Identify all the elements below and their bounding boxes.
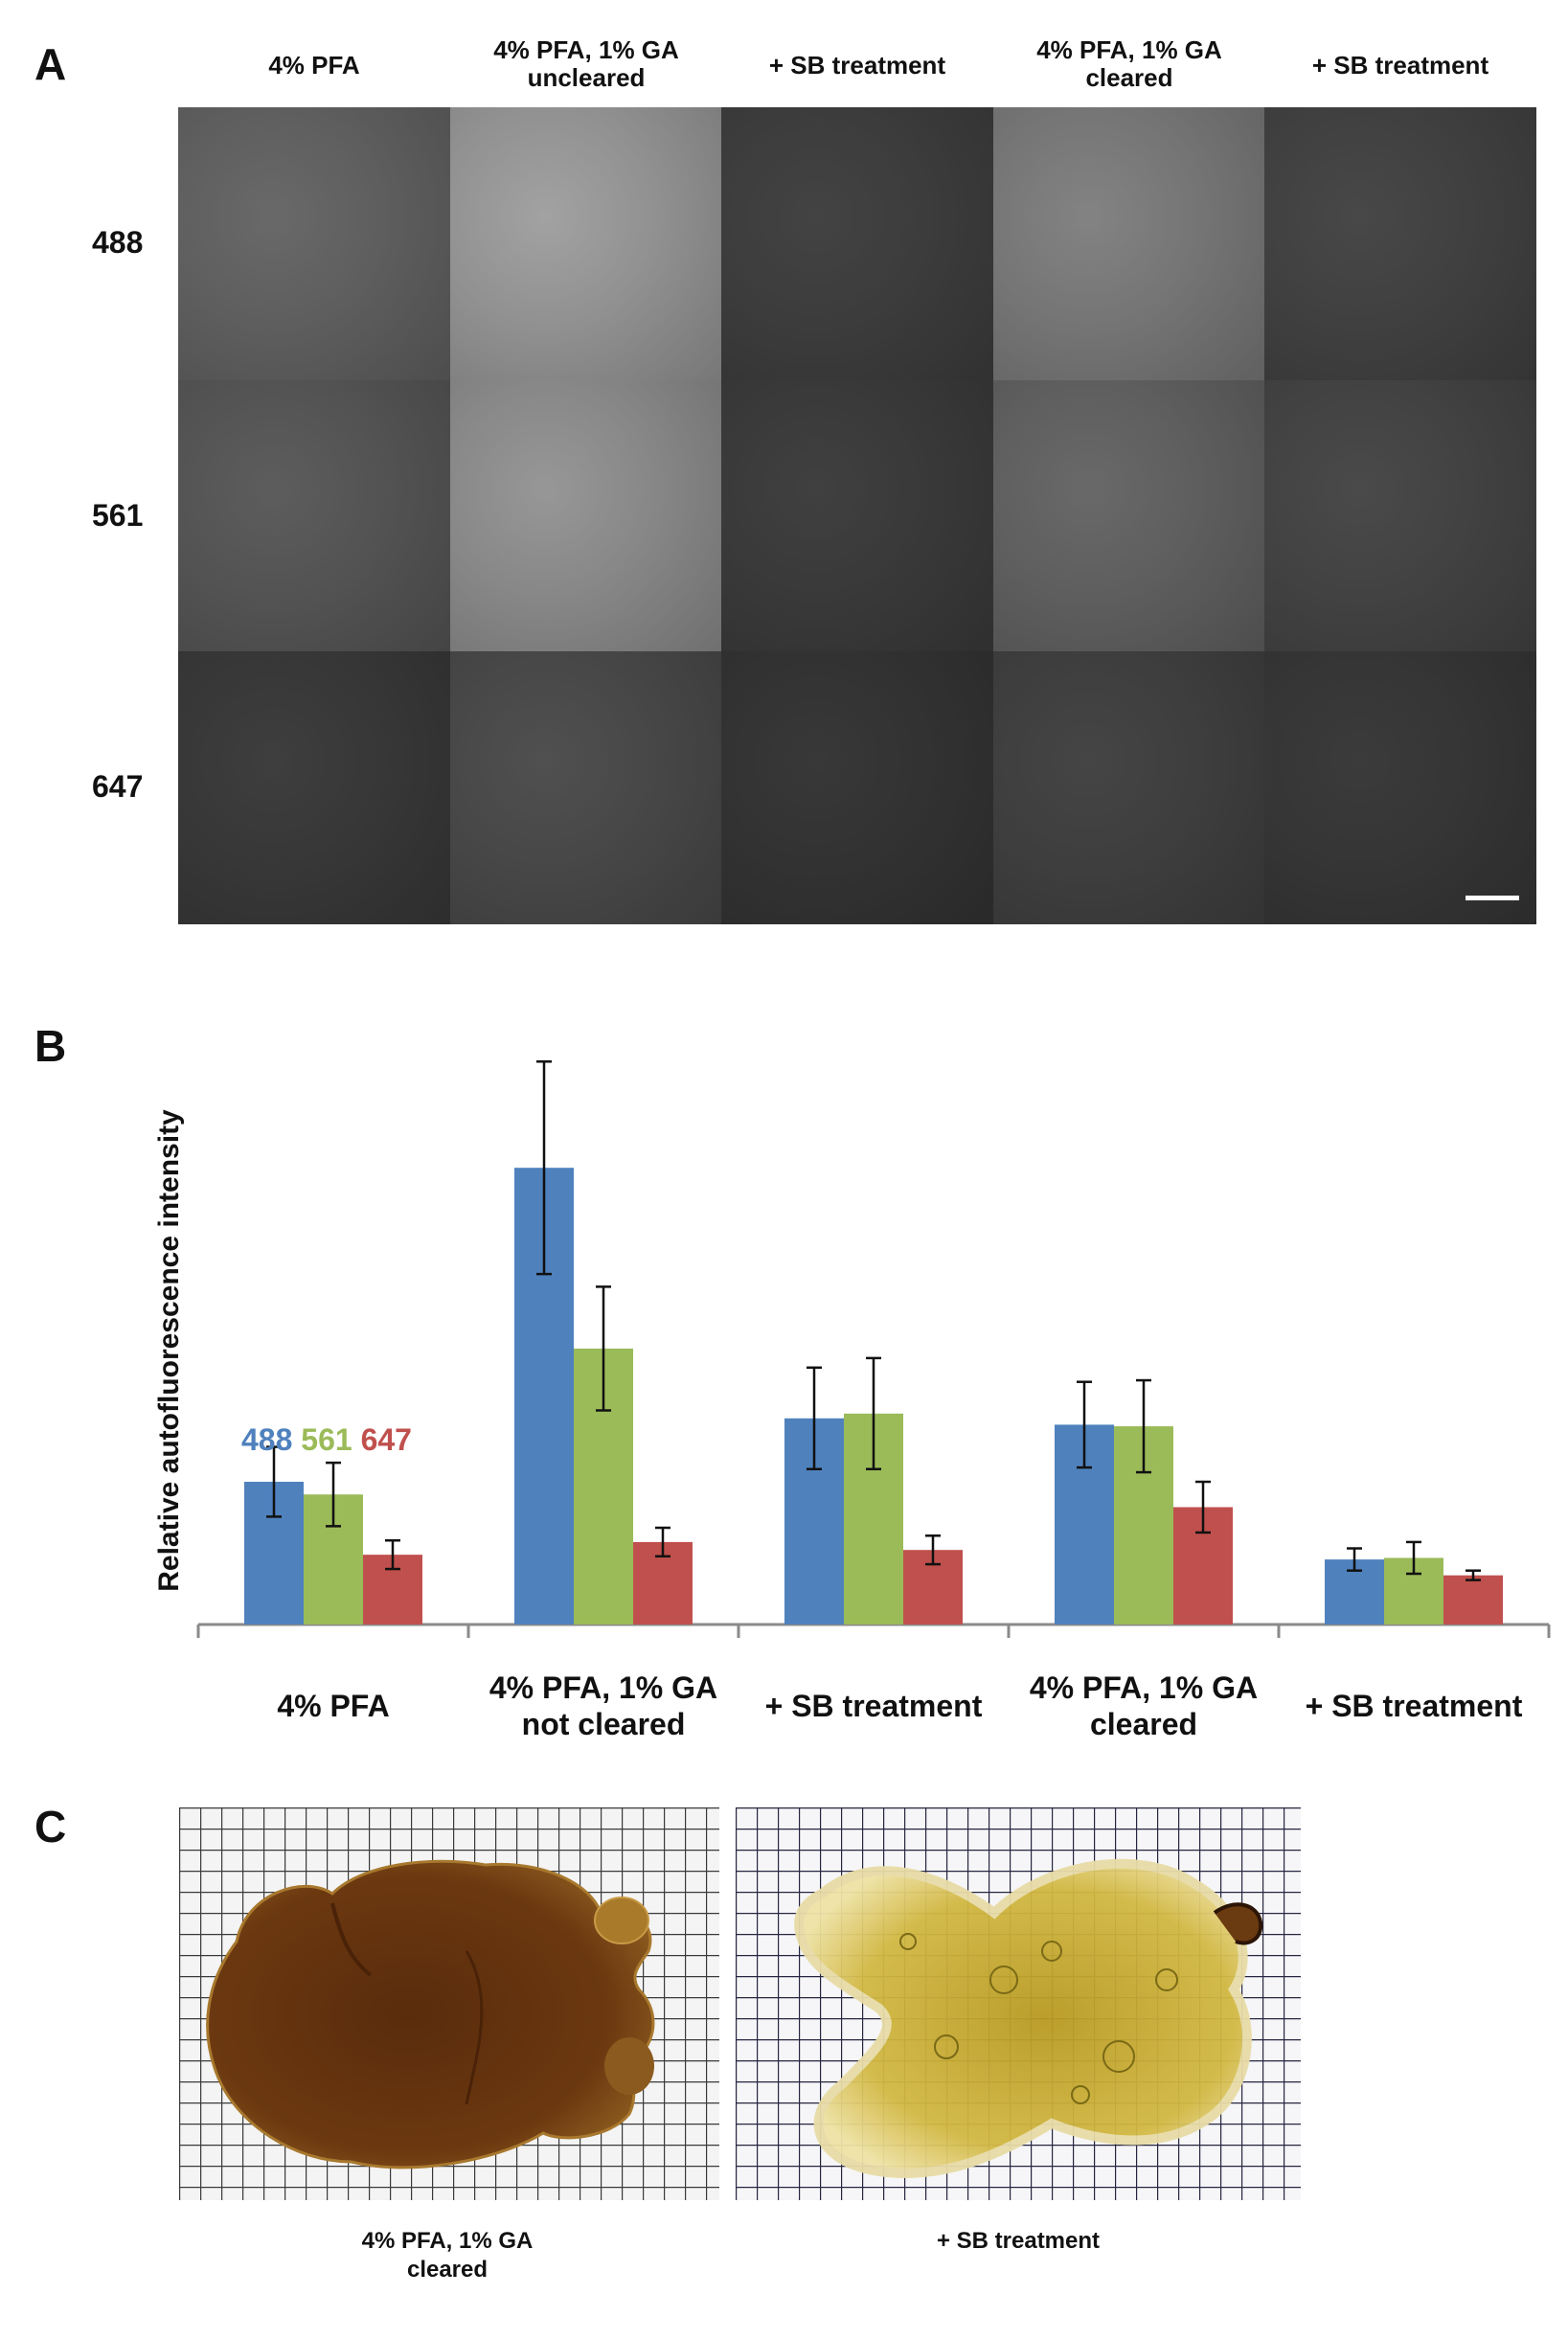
panel-a-letter: A <box>34 39 67 89</box>
micrograph-tile-488-col3 <box>721 107 993 380</box>
column-header-1: 4% PFA <box>178 52 450 80</box>
y-axis-label: Relative autofluorescence intensity <box>153 1109 185 1592</box>
micrograph-tile-561-col3 <box>721 380 993 653</box>
micrograph-tile-647-col4 <box>993 651 1265 924</box>
brain-photo-cleared <box>179 1807 719 2200</box>
column-header-line1: + SB treatment <box>768 51 946 80</box>
legend-entry-488: 488 <box>241 1422 292 1457</box>
column-header-4: 4% PFA, 1% GA cleared <box>993 36 1265 92</box>
row-label-561: 561 <box>92 497 144 533</box>
brain-photo-sb-treated <box>736 1807 1301 2200</box>
micrograph-tile-561-col1 <box>178 380 450 653</box>
legend-entry-647: 647 <box>352 1422 412 1457</box>
micrograph-tile-647-col2 <box>450 651 722 924</box>
photo-label-sb-treated-line1: + SB treatment <box>936 2228 1101 2254</box>
legend: 488 561 647 <box>241 1422 412 1457</box>
photo-label-cleared: 4% PFA, 1% GA cleared <box>275 2227 620 2284</box>
column-header-3: + SB treatment <box>721 52 993 80</box>
column-header-2: 4% PFA, 1% GA uncleared <box>450 36 722 92</box>
micrograph-tile-647-col5 <box>1264 651 1536 924</box>
row-label-488: 488 <box>92 224 144 260</box>
category-label-1: 4% PFA <box>277 1689 389 1723</box>
category-label-2: 4% PFA, 1% GA not cleared <box>489 1670 717 1741</box>
micrograph-tile-561-col5 <box>1264 380 1536 653</box>
scale-bar <box>1466 896 1519 900</box>
micrograph-tile-647-col1 <box>178 651 450 924</box>
micrograph-tile-561-col4 <box>993 380 1265 653</box>
column-header-5: + SB treatment <box>1264 52 1536 80</box>
panel-b-letter: B <box>34 1021 67 1071</box>
micrograph-tile-488-col2 <box>450 107 722 380</box>
column-header-line2: cleared <box>1085 63 1173 92</box>
category-label-line1: 4% PFA, 1% GA <box>1030 1670 1258 1705</box>
category-label-line2: not cleared <box>522 1707 686 1741</box>
micrograph-tile-488-col4 <box>993 107 1265 380</box>
row-label-647: 647 <box>92 768 144 804</box>
column-header-line1: 4% PFA <box>268 51 360 80</box>
photo-label-sb-treated: + SB treatment <box>846 2227 1191 2256</box>
column-header-line1: 4% PFA, 1% GA <box>493 35 679 64</box>
micrograph-tile-561-col2 <box>450 380 722 653</box>
column-header-line2: uncleared <box>527 63 646 92</box>
category-label-line1: 4% PFA, 1% GA <box>489 1670 717 1705</box>
micrograph-tile-488-col5 <box>1264 107 1536 380</box>
category-label-4: 4% PFA, 1% GA cleared <box>1030 1670 1258 1741</box>
category-label-3: + SB treatment <box>765 1689 983 1723</box>
photo-label-cleared-line2: cleared <box>406 2257 489 2283</box>
bar-647-cat5 <box>1443 1575 1503 1624</box>
panel-c-letter: C <box>34 1802 67 1852</box>
column-header-line1: 4% PFA, 1% GA <box>1036 35 1222 64</box>
category-label-5: + SB treatment <box>1306 1689 1523 1723</box>
micrograph-tile-488-col1 <box>178 107 450 380</box>
micrograph-tile-647-col3 <box>721 651 993 924</box>
legend-entry-561: 561 <box>292 1422 352 1457</box>
category-label-line2: cleared <box>1090 1707 1197 1741</box>
photo-label-cleared-line1: 4% PFA, 1% GA <box>361 2228 534 2254</box>
column-header-line1: + SB treatment <box>1311 51 1489 80</box>
